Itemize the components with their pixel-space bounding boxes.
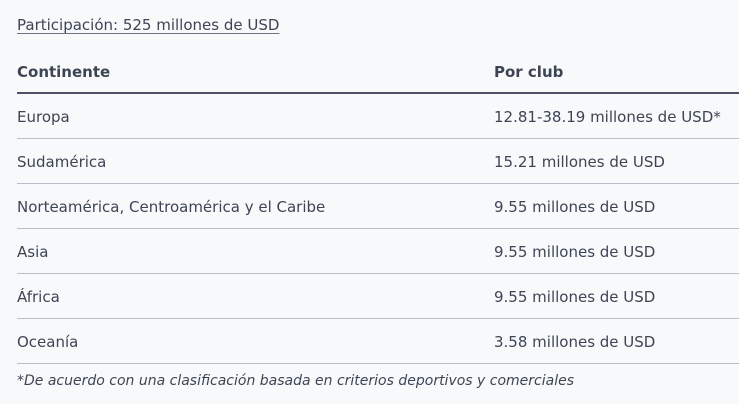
cell-per-club: 9.55 millones de USD xyxy=(494,243,656,261)
cell-per-club: 9.55 millones de USD xyxy=(494,198,656,216)
cell-continent: África xyxy=(17,288,60,306)
table-row: Sudamérica 15.21 millones de USD xyxy=(17,139,739,184)
table-row: África 9.55 millones de USD xyxy=(17,274,739,319)
table-row: Europa 12.81-38.19 millones de USD* xyxy=(17,94,739,139)
footnote: *De acuerdo con una clasificación basada… xyxy=(17,373,575,389)
table-row: Asia 9.55 millones de USD xyxy=(17,229,739,274)
cell-per-club: 9.55 millones de USD xyxy=(494,288,656,306)
column-header-per-club: Por club xyxy=(494,63,564,81)
cell-continent: Oceanía xyxy=(17,333,79,351)
section-heading-link[interactable]: Participación: 525 millones de USD xyxy=(17,16,280,34)
cell-continent: Europa xyxy=(17,108,70,126)
cell-continent: Sudamérica xyxy=(17,153,107,171)
cell-per-club: 15.21 millones de USD xyxy=(494,153,665,171)
column-header-continent: Continente xyxy=(17,63,111,81)
prize-table: Continente Por club Europa 12.81-38.19 m… xyxy=(17,52,739,364)
table-row: Oceanía 3.58 millones de USD xyxy=(17,319,739,364)
cell-per-club: 12.81-38.19 millones de USD* xyxy=(494,108,721,126)
cell-continent: Norteamérica, Centroamérica y el Caribe xyxy=(17,198,326,216)
table-row: Norteamérica, Centroamérica y el Caribe … xyxy=(17,184,739,229)
cell-per-club: 3.58 millones de USD xyxy=(494,333,656,351)
cell-continent: Asia xyxy=(17,243,49,261)
table-header: Continente Por club xyxy=(17,52,739,94)
